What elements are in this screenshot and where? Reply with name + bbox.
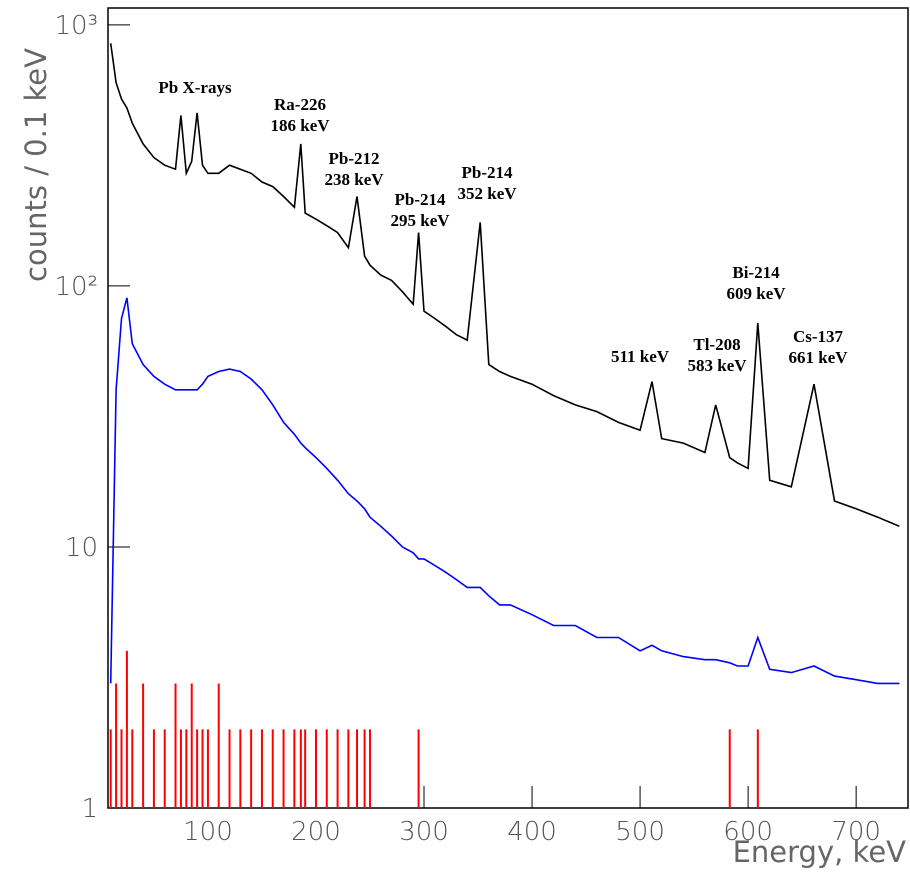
peak-label: Bi-214 xyxy=(732,263,780,282)
peak-label: 238 keV xyxy=(324,170,384,189)
x-tick-label: 300 xyxy=(399,817,449,847)
spectrum-line xyxy=(109,297,900,685)
peak-label: 661 keV xyxy=(788,348,848,367)
peak-label: Ra-226 xyxy=(274,95,326,114)
peak-label: 295 keV xyxy=(390,211,450,230)
peak-label: Pb-214 xyxy=(462,163,514,182)
peak-label: 352 keV xyxy=(457,184,517,203)
y-tick-label: 10² xyxy=(54,272,98,302)
peak-label: Cs-137 xyxy=(793,327,844,346)
x-tick-label: 700 xyxy=(831,817,881,847)
y-tick-label: 1 xyxy=(81,794,98,824)
plot-frame xyxy=(107,7,909,809)
x-tick-label: 400 xyxy=(507,817,557,847)
x-axis-title: Energy, keV xyxy=(733,835,907,869)
y-axis-title: counts / 0.1 keV xyxy=(19,48,53,282)
peak-label: Pb-214 xyxy=(395,190,447,209)
x-tick-label: 500 xyxy=(615,817,665,847)
x-tick-label: 200 xyxy=(291,817,341,847)
peak-label: 186 keV xyxy=(270,116,330,135)
peak-label: 583 keV xyxy=(687,356,747,375)
y-tick-label: 10³ xyxy=(54,11,98,41)
spectrum-line xyxy=(109,43,900,528)
y-tick-label: 10 xyxy=(65,533,98,563)
peak-label: Pb-212 xyxy=(329,149,380,168)
x-tick-label: 100 xyxy=(183,817,233,847)
x-tick-label: 600 xyxy=(723,817,773,847)
peak-label: Tl-208 xyxy=(693,335,740,354)
peak-label: Pb X-rays xyxy=(158,78,232,97)
peak-label: 511 keV xyxy=(611,347,670,366)
peak-label: 609 keV xyxy=(726,284,786,303)
